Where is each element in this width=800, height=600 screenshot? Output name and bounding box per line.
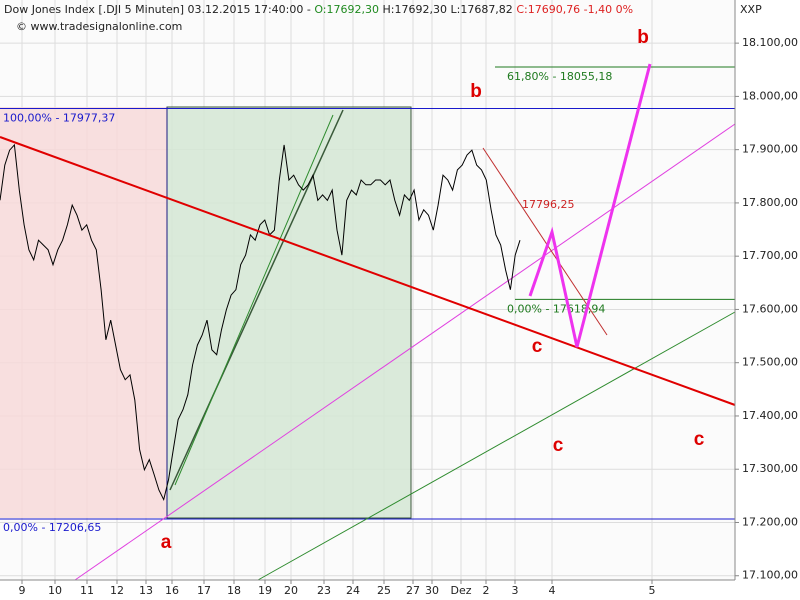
level-label: 61,80% - 18055,18 [507,70,612,83]
y-tick-label: 17.600,00 [742,302,798,315]
level-label: 0,00% - 17206,65 [3,521,101,534]
wave-label: c [553,435,564,456]
x-tick-label: 25 [377,584,391,597]
x-tick-label: 13 [139,584,153,597]
x-tick-label: 5 [649,584,656,597]
projection-path [528,63,652,348]
subtitle: © www.tradesignalonline.com [16,20,182,33]
levels: 100,00% - 17977,37 0,00% - 17206,65 61,80%… [0,66,735,534]
x-tick-label: 10 [48,584,62,597]
header-open: O:17692,30 [314,3,379,16]
wave-label: c [532,336,543,357]
x-tick-label: 30 [425,584,439,597]
retracement-zone [0,107,167,518]
x-tick-label: 3 [512,584,519,597]
y-tick-label: 18.000,00 [742,89,798,102]
header: Dow Jones Index [.DJI 5 Minuten] 03.12.2… [4,3,633,16]
trend-line [169,109,344,491]
price [0,143,521,502]
x-tick-label: 12 [110,584,124,597]
header-high: H:17692,30 [383,3,447,16]
y-tick-label: 18.100,00 [742,36,798,49]
channel-line [74,123,736,581]
axis-label: XXP [740,3,762,16]
x-tick-label: 2 [483,584,490,597]
y-tick-label: 17.100,00 [742,569,798,582]
header-low: L:17687,82 [450,3,512,16]
y-tick-label: 17.400,00 [742,409,798,422]
wave-label: c [694,429,705,450]
x-tick-label: 23 [317,584,331,597]
trend-line [174,114,334,486]
y-tick-label: 17.800,00 [742,196,798,209]
x-tick-label: 20 [284,584,298,597]
x-tick-label: 27 [406,584,420,597]
wave-label: b [470,81,482,102]
level-label: 100,00% - 17977,37 [3,111,115,124]
y-tick-label: 17.700,00 [742,249,798,262]
header-close: C:17690,76 -1,40 0% [516,3,633,16]
x-tick-label: 24 [346,584,360,597]
level-label: 17796,25 [522,198,575,211]
header-title: Dow Jones Index [.DJI 5 Minuten] 03.12.2… [4,3,311,16]
level-label: 0,00% - 17618,94 [507,302,605,315]
x-tick-label: 19 [258,584,272,597]
y-tick-label: 17.500,00 [742,356,798,369]
extension-zone [166,106,412,519]
wave-label: b [637,27,649,48]
y-tick-label: 17.200,00 [742,515,798,528]
x-tick-label: 18 [227,584,241,597]
x-tick-label: 11 [80,584,94,597]
x-tick-label: Dez [450,584,471,597]
price-line [0,143,521,502]
trend-line [482,147,608,336]
y-tick-label: 17.300,00 [742,462,798,475]
x-tick-label: 9 [19,584,26,597]
wave-label: a [161,532,172,553]
axis-panel [735,0,800,600]
x-tick-label: 16 [165,584,179,597]
x-tick-label: 17 [197,584,211,597]
channel-line [257,311,736,581]
y-tick-label: 17.900,00 [742,143,798,156]
trend-line [0,136,736,406]
x-tick-label: 4 [549,584,556,597]
